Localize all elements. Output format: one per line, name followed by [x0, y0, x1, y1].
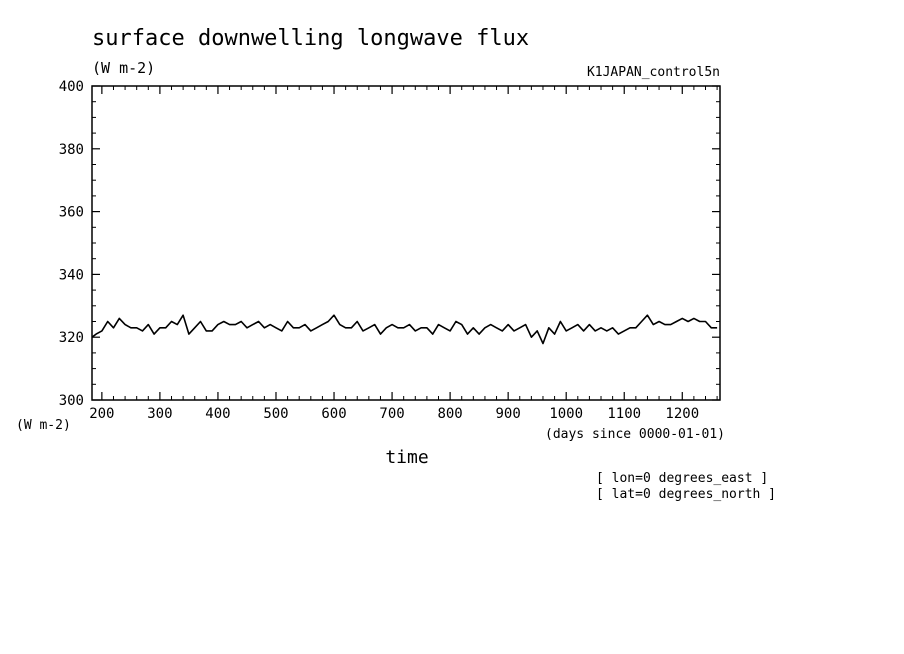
- y-tick-label: 360: [59, 205, 84, 221]
- x-tick-label: 500: [263, 406, 288, 422]
- series-line-0: [91, 314, 718, 345]
- experiment-label: K1JAPAN_control5n: [587, 65, 720, 80]
- y-tick-label: 380: [59, 142, 84, 158]
- x-units-label: (days since 0000-01-01): [545, 427, 725, 442]
- x-tick-label: 700: [379, 406, 404, 422]
- x-tick-label: 1200: [665, 406, 699, 422]
- chart-title: surface downwelling longwave flux: [92, 26, 529, 51]
- plot-area: 300 320 340 360 380 400 200 300 400 500 600 700 800…: [59, 79, 721, 422]
- y-axis-ticks: 300 320 340 360 380 400: [59, 79, 720, 409]
- units-top: (W m-2): [92, 59, 155, 77]
- y-tick-label: 300: [59, 393, 84, 409]
- series-layer: [91, 314, 718, 345]
- plot-frame: [91, 85, 721, 401]
- x-tick-label: 300: [147, 406, 172, 422]
- x-tick-label: 800: [437, 406, 462, 422]
- x-tick-label: 900: [496, 406, 521, 422]
- y-tick-label: 400: [59, 79, 84, 95]
- lat-note: [ lat=0 degrees_north ]: [596, 487, 776, 502]
- x-tick-label: 1100: [607, 406, 641, 422]
- x-axis-ticks: 200 300 400 500 600 700 800 900 1000 1100 1200: [89, 86, 718, 422]
- x-tick-label: 200: [89, 406, 114, 422]
- units-bottom: (W m-2): [16, 418, 71, 433]
- lon-note: [ lon=0 degrees_east ]: [596, 471, 768, 486]
- x-tick-label: 400: [205, 406, 230, 422]
- x-axis-label: time: [385, 447, 428, 468]
- y-tick-label: 320: [59, 330, 84, 346]
- y-tick-label: 340: [59, 267, 84, 283]
- x-tick-label: 600: [321, 406, 346, 422]
- x-tick-label: 1000: [549, 406, 583, 422]
